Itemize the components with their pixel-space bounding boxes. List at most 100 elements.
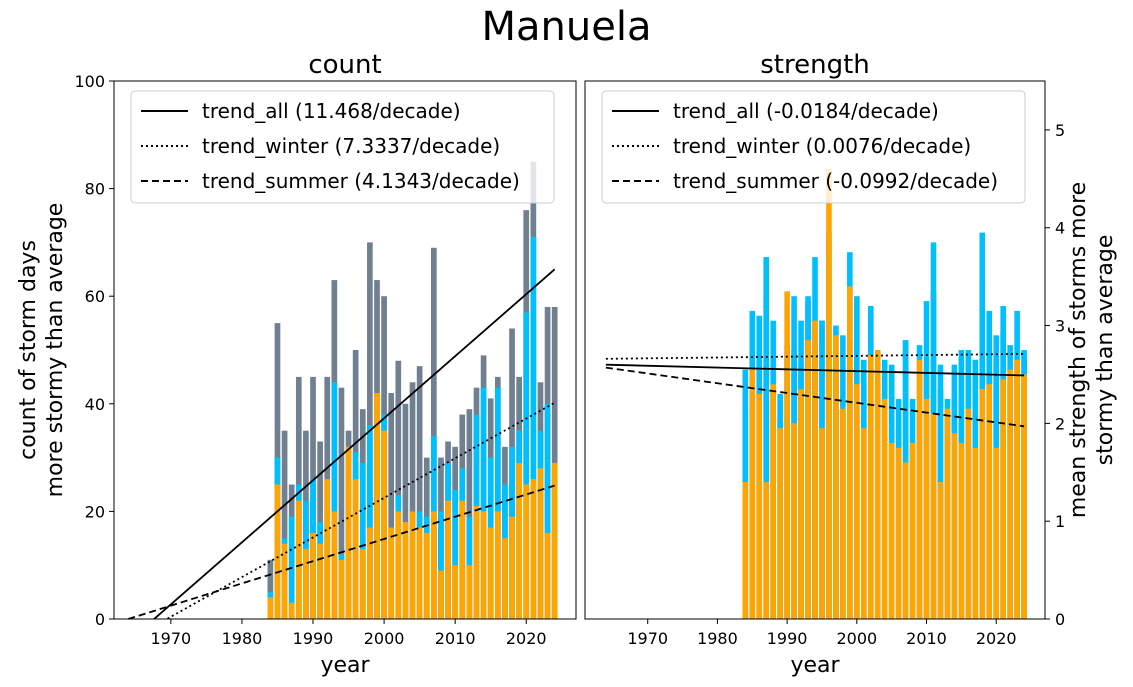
bar-summer-1993: [805, 340, 811, 619]
bar-summer-1991: [791, 423, 797, 619]
y-tick-label: 40: [85, 395, 105, 414]
bar-summer-1989: [777, 428, 783, 619]
x-tick-label: 2020: [976, 629, 1017, 648]
bar-summer-2014: [480, 511, 487, 619]
bar-summer-2020: [523, 484, 530, 619]
x-tick-label: 1980: [222, 629, 263, 648]
x-tick-label: 2020: [506, 629, 547, 648]
y-tick-label: 60: [85, 287, 105, 306]
y-tick-label: 0: [95, 610, 105, 629]
bar-winter-1987: [763, 257, 769, 619]
bar-summer-2002: [395, 511, 402, 619]
bar-summer-2008: [438, 570, 444, 619]
bar-summer-2012: [937, 482, 944, 619]
x-tick-label: 1970: [151, 629, 192, 648]
bar-summer-2000: [854, 384, 860, 619]
bar-summer-1997: [359, 549, 366, 619]
trend-line-dashed: [605, 366, 1025, 428]
bar-summer-2023: [544, 532, 551, 619]
x-tick-label: 2000: [364, 629, 405, 648]
trend-lines: [127, 268, 556, 619]
bar-summer-2011: [459, 500, 466, 619]
y-axis-label: mean strength of storms morestormy than …: [1066, 182, 1118, 518]
bar-summer-1985: [274, 484, 281, 619]
bar-all-2012: [466, 409, 473, 619]
x-tick-label: 1990: [293, 629, 334, 648]
axes-frame: [584, 80, 1046, 620]
legend-entry: trend_winter (0.0076/decade): [673, 134, 971, 158]
axes-frame: [113, 80, 577, 620]
bar-summer-2022: [537, 468, 544, 619]
x-tick-label: 1970: [627, 629, 668, 648]
bar-winter-1993: [331, 382, 338, 619]
legend-box: [130, 90, 555, 204]
bar-summer-1994: [812, 320, 818, 619]
x-tick-label: 2010: [435, 629, 476, 648]
y-axis-label-line: mean strength of storms more: [1066, 182, 1091, 518]
bar-summer-2005: [416, 527, 423, 619]
bar-summer-1992: [798, 389, 804, 619]
x-axis-label: year: [320, 653, 370, 678]
bar-summer-1989: [303, 549, 309, 619]
bar-all-1986: [281, 430, 288, 619]
bar-summer-2003: [402, 522, 409, 619]
bar-winter-1998: [367, 425, 373, 619]
bar-summer-2006: [423, 532, 430, 619]
trend-line-dashed: [127, 484, 555, 619]
bar-all-2007: [431, 247, 437, 619]
bar-summer-2007: [431, 511, 437, 619]
bar-winter-2020: [523, 312, 530, 619]
bar-summer-2015: [958, 442, 965, 619]
bar-summer-1988: [770, 384, 776, 619]
bars: [267, 161, 558, 619]
bar-summer-2018: [509, 516, 515, 619]
bar-summer-2019: [986, 384, 993, 619]
bar-winter-2021: [530, 237, 537, 619]
x-tick-label: 1990: [767, 629, 808, 648]
figure-title: Manuela: [481, 4, 652, 50]
y-tick-label: 4: [1055, 219, 1065, 238]
bar-summer-1985: [749, 369, 756, 619]
bar-all-2004: [409, 382, 416, 619]
legend-entry: trend_summer (4.1343/decade): [202, 169, 520, 193]
x-tick-label: 2000: [836, 629, 877, 648]
y-tick-label: 0: [1055, 610, 1065, 629]
bar-summer-2013: [944, 408, 951, 619]
bar-summer-1996: [352, 479, 359, 619]
bar-summer-2001: [388, 527, 395, 619]
bar-summer-1990: [784, 291, 790, 619]
bar-summer-2024: [551, 462, 558, 619]
bar-summer-1994: [338, 559, 345, 619]
y-axis-label-line: more stormy than average: [43, 203, 68, 498]
bar-summer-1990: [310, 532, 316, 619]
panel-title: count: [308, 50, 381, 80]
bar-summer-2015: [487, 527, 494, 619]
bar-summer-1987: [763, 482, 769, 619]
bar-summer-2021: [1000, 379, 1006, 619]
legend-entry: trend_all (-0.0184/decade): [673, 99, 939, 123]
y-tick-label: 2: [1055, 414, 1065, 433]
y-tick-label: 3: [1055, 317, 1065, 336]
bar-summer-2017: [972, 447, 979, 619]
bar-summer-1999: [847, 286, 853, 619]
bar-summer-2020: [993, 447, 999, 619]
legend-box: [601, 90, 1026, 204]
bar-summer-2008: [909, 442, 916, 619]
bar-all-2024: [551, 306, 558, 619]
bar-all-2003: [402, 403, 409, 619]
bar-summer-1995: [345, 446, 352, 619]
bar-winter-2014: [480, 387, 487, 619]
y-tick-label: 20: [85, 502, 105, 521]
bar-summer-1984: [742, 482, 749, 619]
bar-summer-2021: [530, 479, 537, 619]
x-tick-label: 2010: [906, 629, 947, 648]
bar-summer-2011: [930, 413, 937, 619]
bar-summer-2019: [516, 462, 522, 619]
bar-summer-2013: [473, 506, 480, 619]
bar-winter-2023: [544, 403, 551, 619]
trend-line-solid: [152, 268, 556, 619]
y-tick-label: 100: [74, 72, 105, 91]
bar-winter-2010: [452, 489, 459, 619]
trend-line-dotted: [164, 401, 556, 619]
